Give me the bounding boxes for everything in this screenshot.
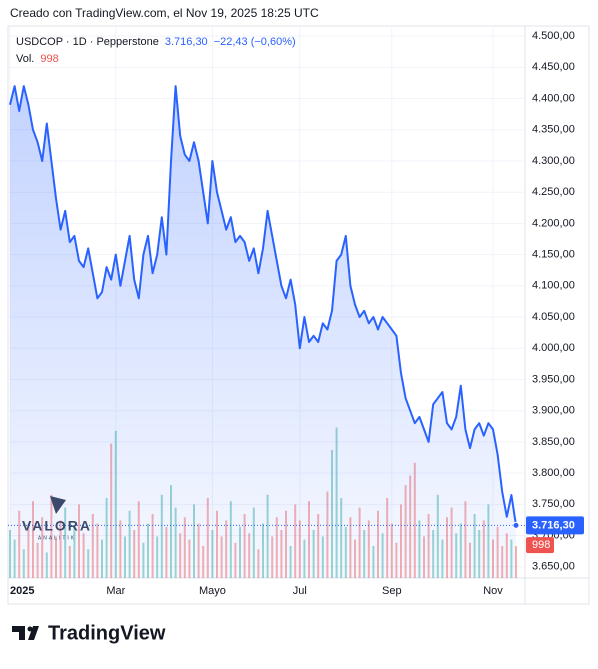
last-point (512, 521, 520, 529)
chart-frame (7, 25, 590, 605)
y-tick-label: 4.350,00 (532, 124, 575, 136)
y-tick-label: 3.650,00 (532, 561, 575, 573)
y-tick-label: 4.500,00 (532, 30, 575, 42)
title: USDCOP · 1D · Pepperstone 3.716,30 −22,43 … (16, 36, 296, 48)
volume-tag-label: 998 (532, 539, 550, 551)
price-area (10, 86, 516, 578)
change: −22,43 (−0,60%) (214, 36, 296, 48)
y-tick-label: 4.000,00 (532, 342, 575, 354)
last-price-label: 3.716,30 (532, 519, 575, 531)
y-tick-label: 4.100,00 (532, 280, 575, 292)
y-tick-label: 3.950,00 (532, 373, 575, 385)
y-tick-label: 3.750,00 (532, 498, 575, 510)
brand-logo (12, 626, 39, 640)
y-tick-label: 3.850,00 (532, 436, 575, 448)
y-tick-label: 4.300,00 (532, 155, 575, 167)
last-price-tag (526, 516, 584, 535)
caption: Creado con TradingView.com, el Nov 19, 2… (10, 6, 319, 20)
brand-text: TradingView (48, 622, 166, 644)
volume-tag (526, 537, 554, 554)
y-tick-label: 3.800,00 (532, 467, 575, 479)
watermark-text: VALORA (22, 518, 92, 534)
y-tick-label: 4.150,00 (532, 249, 575, 261)
y-tick-label: 4.400,00 (532, 92, 575, 104)
y-tick-label: 4.200,00 (532, 217, 575, 229)
x-tick-label: Sep (382, 585, 402, 597)
brand-logo (27, 626, 33, 632)
watermark: VALORA ANALITIK (22, 496, 92, 541)
y-tick-label: 4.250,00 (532, 186, 575, 198)
x-tick-label: Mayo (199, 585, 226, 597)
x-tick-label: Nov (483, 585, 503, 597)
y-tick-label: 3.900,00 (532, 405, 575, 417)
x-tick-label: Mar (106, 585, 125, 597)
volume-title: Vol. 998 (16, 53, 59, 65)
brand: TradingView (12, 622, 166, 644)
y-tick-label: 4.050,00 (532, 311, 575, 323)
x-tick-label: Jul (293, 585, 307, 597)
y-tick-label: 4.450,00 (532, 61, 575, 73)
last-value: 3.716,30 (165, 36, 208, 48)
volume-label: Vol. (16, 53, 34, 65)
volume-value: 998 (40, 53, 58, 65)
symbol: USDCOP · 1D · Pepperstone (16, 36, 159, 48)
watermark-sub: ANALITIK (38, 535, 76, 541)
x-tick-label: 2025 (10, 585, 34, 597)
price-line (9, 85, 517, 526)
